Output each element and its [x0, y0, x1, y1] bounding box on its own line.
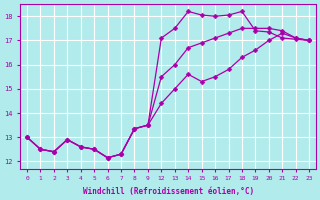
X-axis label: Windchill (Refroidissement éolien,°C): Windchill (Refroidissement éolien,°C): [83, 187, 254, 196]
